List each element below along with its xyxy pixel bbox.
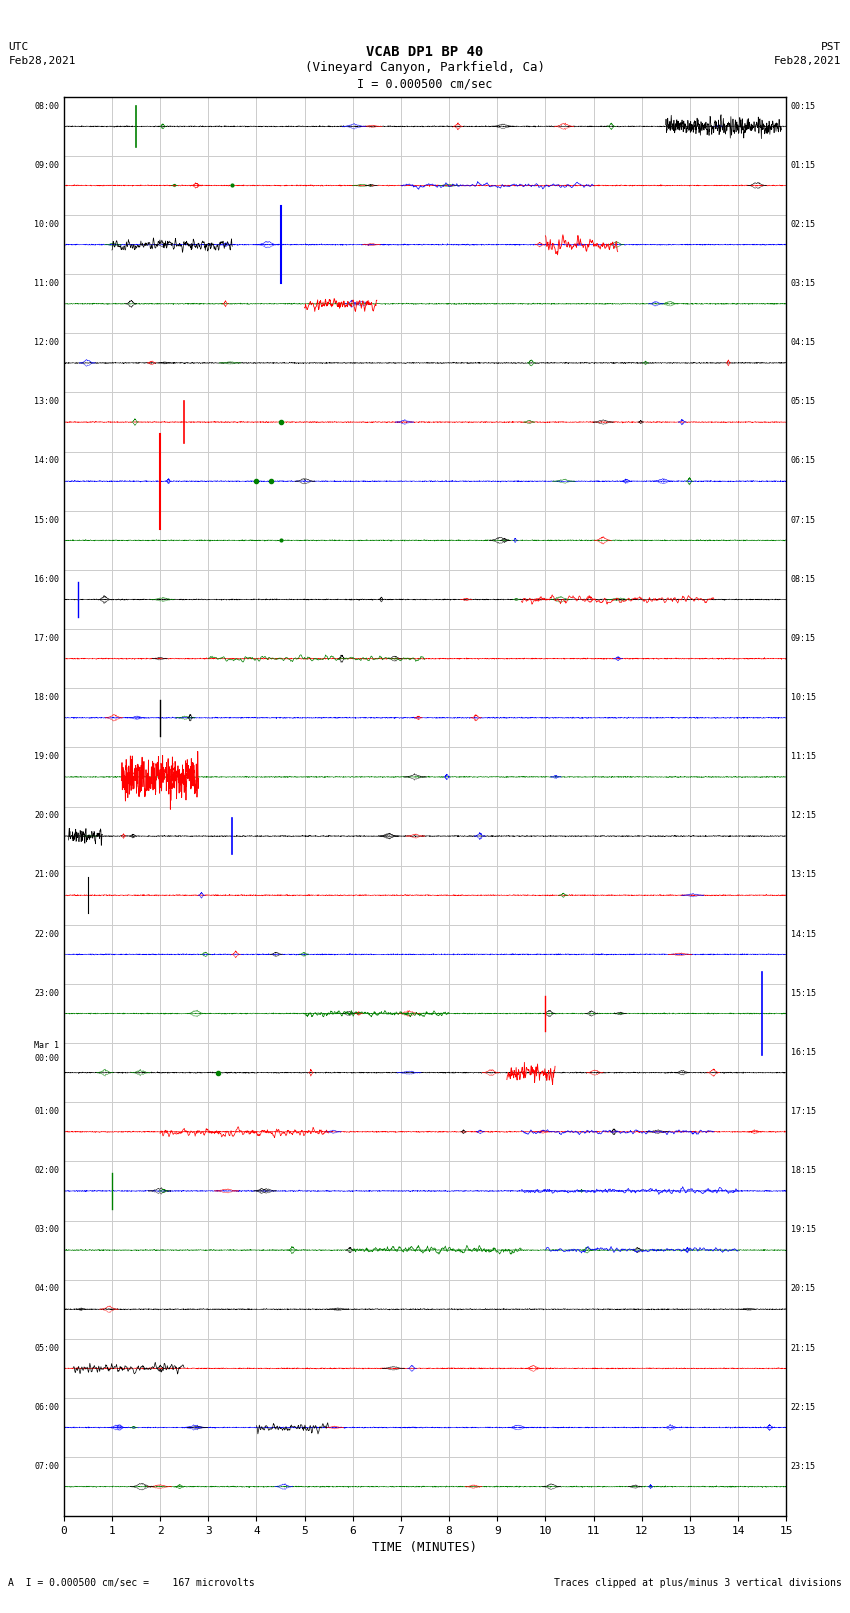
Text: 08:00: 08:00: [35, 102, 60, 111]
Text: 06:15: 06:15: [790, 456, 815, 466]
Text: Mar 1: Mar 1: [35, 1042, 60, 1050]
Text: 19:00: 19:00: [35, 752, 60, 761]
Text: 05:15: 05:15: [790, 397, 815, 406]
Text: 20:00: 20:00: [35, 811, 60, 821]
Text: Feb28,2021: Feb28,2021: [774, 56, 842, 66]
Text: 03:15: 03:15: [790, 279, 815, 289]
Text: 01:15: 01:15: [790, 161, 815, 169]
Text: 02:00: 02:00: [35, 1166, 60, 1176]
Text: UTC: UTC: [8, 42, 29, 52]
X-axis label: TIME (MINUTES): TIME (MINUTES): [372, 1542, 478, 1555]
Text: (Vineyard Canyon, Parkfield, Ca): (Vineyard Canyon, Parkfield, Ca): [305, 61, 545, 74]
Text: 21:15: 21:15: [790, 1344, 815, 1353]
Text: Traces clipped at plus/minus 3 vertical divisions: Traces clipped at plus/minus 3 vertical …: [553, 1578, 842, 1587]
Text: 01:00: 01:00: [35, 1107, 60, 1116]
Text: 18:15: 18:15: [790, 1166, 815, 1176]
Text: 07:00: 07:00: [35, 1461, 60, 1471]
Text: 13:15: 13:15: [790, 871, 815, 879]
Text: 09:15: 09:15: [790, 634, 815, 644]
Text: 23:00: 23:00: [35, 989, 60, 998]
Text: 15:00: 15:00: [35, 516, 60, 524]
Text: 05:00: 05:00: [35, 1344, 60, 1353]
Text: 22:00: 22:00: [35, 929, 60, 939]
Text: 23:15: 23:15: [790, 1461, 815, 1471]
Text: 04:00: 04:00: [35, 1284, 60, 1294]
Text: 18:00: 18:00: [35, 694, 60, 702]
Text: 00:15: 00:15: [790, 102, 815, 111]
Text: 13:00: 13:00: [35, 397, 60, 406]
Text: 11:00: 11:00: [35, 279, 60, 289]
Text: 20:15: 20:15: [790, 1284, 815, 1294]
Text: 17:15: 17:15: [790, 1107, 815, 1116]
Text: A  I = 0.000500 cm/sec =    167 microvolts: A I = 0.000500 cm/sec = 167 microvolts: [8, 1578, 255, 1587]
Text: 11:15: 11:15: [790, 752, 815, 761]
Text: 08:15: 08:15: [790, 574, 815, 584]
Text: 14:15: 14:15: [790, 929, 815, 939]
Text: 09:00: 09:00: [35, 161, 60, 169]
Text: 07:15: 07:15: [790, 516, 815, 524]
Text: 12:00: 12:00: [35, 339, 60, 347]
Text: 12:15: 12:15: [790, 811, 815, 821]
Text: Feb28,2021: Feb28,2021: [8, 56, 76, 66]
Text: 15:15: 15:15: [790, 989, 815, 998]
Text: 16:00: 16:00: [35, 574, 60, 584]
Text: 00:00: 00:00: [35, 1055, 60, 1063]
Text: 03:00: 03:00: [35, 1226, 60, 1234]
Text: I = 0.000500 cm/sec: I = 0.000500 cm/sec: [357, 77, 493, 90]
Text: 19:15: 19:15: [790, 1226, 815, 1234]
Text: 17:00: 17:00: [35, 634, 60, 644]
Text: 04:15: 04:15: [790, 339, 815, 347]
Text: 14:00: 14:00: [35, 456, 60, 466]
Text: 22:15: 22:15: [790, 1403, 815, 1411]
Text: 16:15: 16:15: [790, 1048, 815, 1057]
Text: VCAB DP1 BP 40: VCAB DP1 BP 40: [366, 45, 484, 60]
Text: 21:00: 21:00: [35, 871, 60, 879]
Text: 10:00: 10:00: [35, 219, 60, 229]
Text: 06:00: 06:00: [35, 1403, 60, 1411]
Text: 02:15: 02:15: [790, 219, 815, 229]
Text: PST: PST: [821, 42, 842, 52]
Text: 10:15: 10:15: [790, 694, 815, 702]
